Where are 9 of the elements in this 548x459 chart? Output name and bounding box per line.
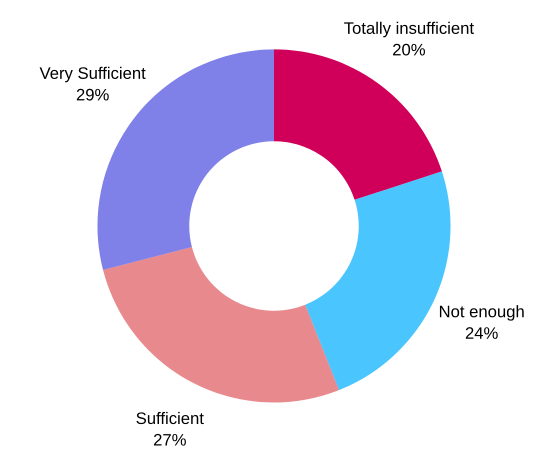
slice-label: Very Sufficient: [40, 66, 146, 82]
data-label: 24%: [466, 327, 498, 339]
data-label: 29%: [76, 88, 109, 101]
data-label: 20%: [393, 44, 425, 56]
data-label: 27%: [154, 434, 186, 446]
slice-label: Not enough: [440, 305, 524, 321]
slice-label: Sufficient: [136, 412, 204, 424]
donut-slice: [103, 247, 339, 402]
slice-label: Totally insufficient: [344, 22, 474, 38]
